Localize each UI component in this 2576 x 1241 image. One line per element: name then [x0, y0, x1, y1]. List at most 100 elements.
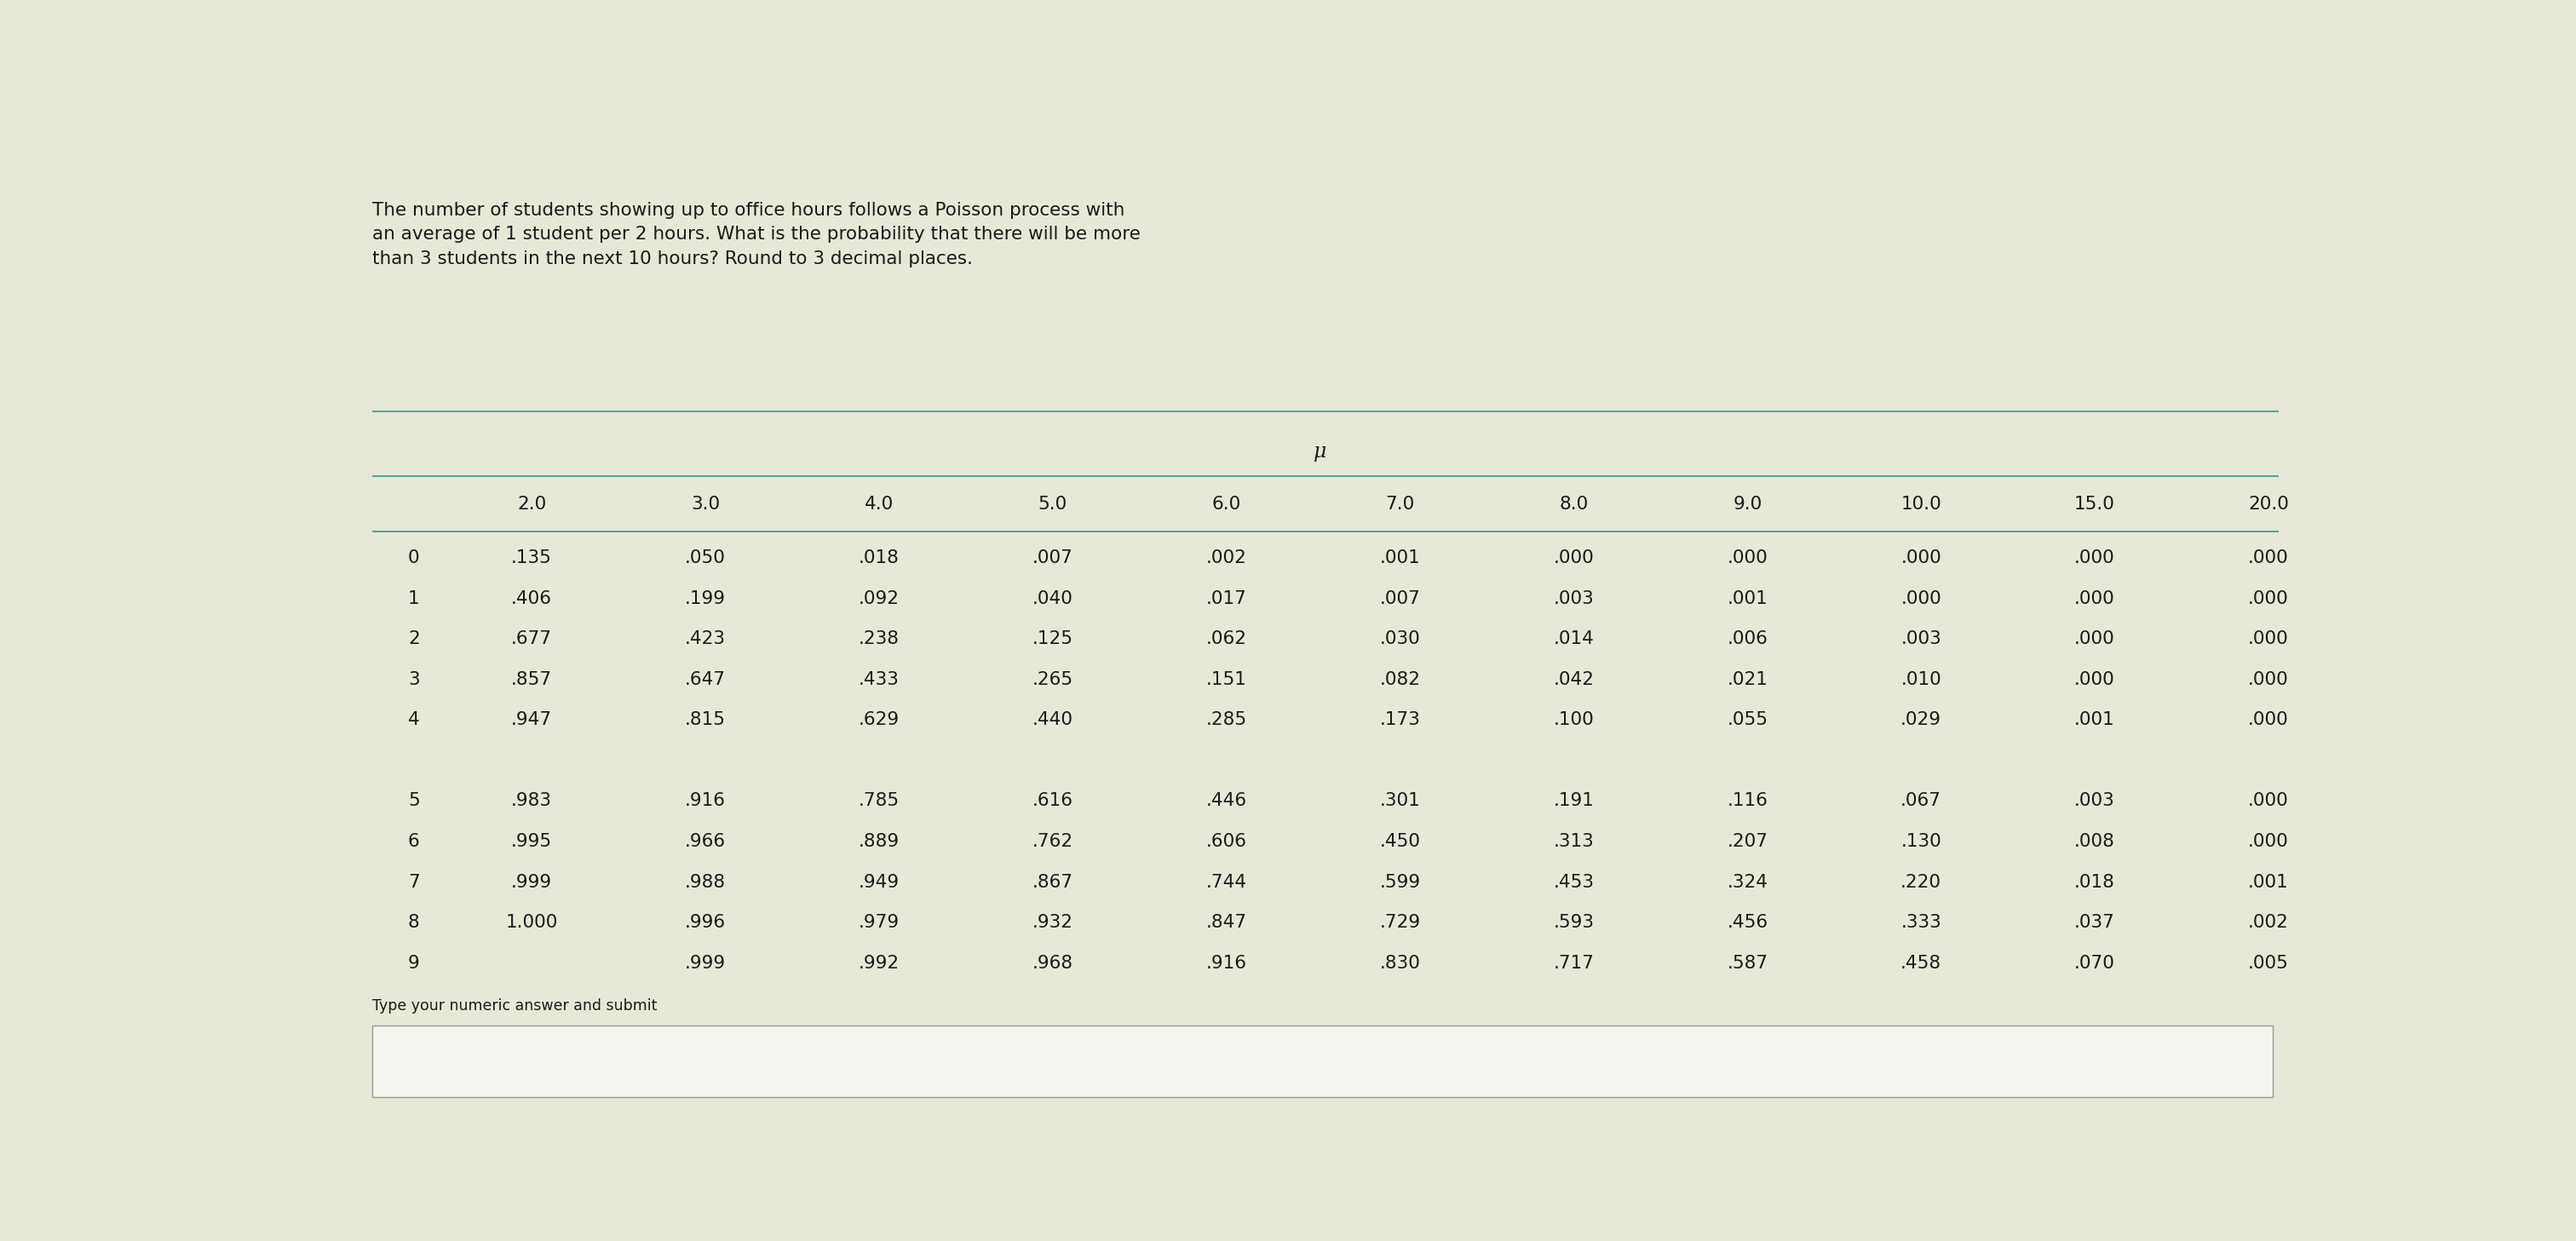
Text: .000: .000 — [1901, 589, 1942, 607]
Text: .000: .000 — [2074, 589, 2115, 607]
Text: 15.0: 15.0 — [2074, 496, 2115, 513]
Text: .301: .301 — [1381, 793, 1419, 809]
Text: .018: .018 — [858, 550, 899, 566]
Text: .867: .867 — [1033, 874, 1074, 891]
Text: .092: .092 — [858, 589, 899, 607]
Text: .762: .762 — [1033, 833, 1074, 850]
Text: .151: .151 — [1206, 671, 1247, 688]
Text: The number of students showing up to office hours follows a Poisson process with: The number of students showing up to off… — [371, 201, 1141, 268]
Text: .002: .002 — [2249, 915, 2290, 931]
Text: Type your numeric answer and submit: Type your numeric answer and submit — [371, 998, 657, 1014]
Text: 6: 6 — [407, 833, 420, 850]
Text: .000: .000 — [2074, 630, 2115, 648]
Text: .324: .324 — [1726, 874, 1767, 891]
Text: .008: .008 — [2074, 833, 2115, 850]
Text: .000: .000 — [2249, 589, 2290, 607]
Text: .932: .932 — [1033, 915, 1074, 931]
Text: .992: .992 — [858, 954, 899, 972]
Text: .647: .647 — [685, 671, 726, 688]
Text: .949: .949 — [858, 874, 899, 891]
Text: .979: .979 — [858, 915, 899, 931]
Text: .100: .100 — [1553, 711, 1595, 728]
Bar — [371, 1025, 2272, 1097]
Text: .265: .265 — [1033, 671, 1074, 688]
Text: .916: .916 — [685, 793, 726, 809]
Text: .001: .001 — [1726, 589, 1767, 607]
Text: .717: .717 — [1553, 954, 1595, 972]
Text: .999: .999 — [685, 954, 726, 972]
Text: .003: .003 — [1553, 589, 1595, 607]
Text: .406: .406 — [510, 589, 551, 607]
Text: .606: .606 — [1206, 833, 1247, 850]
Text: .001: .001 — [2074, 711, 2115, 728]
Text: .000: .000 — [2249, 630, 2290, 648]
Text: .599: .599 — [1381, 874, 1419, 891]
Text: 5.0: 5.0 — [1038, 496, 1066, 513]
Text: .285: .285 — [1206, 711, 1247, 728]
Text: .333: .333 — [1901, 915, 1942, 931]
Text: .999: .999 — [510, 874, 551, 891]
Text: .996: .996 — [685, 915, 726, 931]
Text: .082: .082 — [1381, 671, 1419, 688]
Text: .030: .030 — [1381, 630, 1419, 648]
Text: .453: .453 — [1553, 874, 1595, 891]
Text: .238: .238 — [858, 630, 899, 648]
Text: .988: .988 — [685, 874, 726, 891]
Text: .007: .007 — [1381, 589, 1419, 607]
Text: .729: .729 — [1381, 915, 1419, 931]
Text: .220: .220 — [1901, 874, 1942, 891]
Text: .677: .677 — [510, 630, 551, 648]
Text: .067: .067 — [1901, 793, 1942, 809]
Text: .995: .995 — [510, 833, 551, 850]
Text: .433: .433 — [858, 671, 899, 688]
Text: .446: .446 — [1206, 793, 1247, 809]
Text: .003: .003 — [1901, 630, 1942, 648]
Text: .130: .130 — [1901, 833, 1942, 850]
Text: .010: .010 — [1901, 671, 1942, 688]
Text: .125: .125 — [1033, 630, 1074, 648]
Text: .000: .000 — [2074, 550, 2115, 566]
Text: .005: .005 — [2249, 954, 2290, 972]
Text: 9.0: 9.0 — [1734, 496, 1762, 513]
Text: .040: .040 — [1033, 589, 1074, 607]
Text: .029: .029 — [1901, 711, 1942, 728]
Text: .947: .947 — [510, 711, 551, 728]
Text: .199: .199 — [685, 589, 726, 607]
Text: .458: .458 — [1901, 954, 1942, 972]
Text: .966: .966 — [685, 833, 726, 850]
Text: .116: .116 — [1726, 793, 1767, 809]
Text: .000: .000 — [1901, 550, 1942, 566]
Text: .423: .423 — [685, 630, 726, 648]
Text: 4.0: 4.0 — [866, 496, 894, 513]
Text: 7.0: 7.0 — [1386, 496, 1414, 513]
Text: .616: .616 — [1033, 793, 1074, 809]
Text: .847: .847 — [1206, 915, 1247, 931]
Text: .968: .968 — [1033, 954, 1074, 972]
Text: .021: .021 — [1726, 671, 1767, 688]
Text: .003: .003 — [2074, 793, 2115, 809]
Text: .593: .593 — [1553, 915, 1595, 931]
Text: .000: .000 — [2249, 550, 2290, 566]
Text: .587: .587 — [1726, 954, 1767, 972]
Text: 9: 9 — [407, 954, 420, 972]
Text: .062: .062 — [1206, 630, 1247, 648]
Text: .456: .456 — [1726, 915, 1767, 931]
Text: .055: .055 — [1726, 711, 1767, 728]
Text: .070: .070 — [2074, 954, 2115, 972]
Text: .001: .001 — [2249, 874, 2290, 891]
Text: .191: .191 — [1553, 793, 1595, 809]
Text: 4: 4 — [407, 711, 420, 728]
Text: .007: .007 — [1033, 550, 1074, 566]
Text: .050: .050 — [685, 550, 726, 566]
Text: .000: .000 — [1726, 550, 1767, 566]
Text: .440: .440 — [1033, 711, 1074, 728]
Text: 10.0: 10.0 — [1901, 496, 1942, 513]
Text: .000: .000 — [2249, 711, 2290, 728]
Text: .042: .042 — [1553, 671, 1595, 688]
Text: 2.0: 2.0 — [518, 496, 546, 513]
Text: .207: .207 — [1726, 833, 1767, 850]
Text: .450: .450 — [1381, 833, 1419, 850]
Text: .857: .857 — [510, 671, 551, 688]
Text: 7: 7 — [407, 874, 420, 891]
Text: 1.000: 1.000 — [505, 915, 559, 931]
